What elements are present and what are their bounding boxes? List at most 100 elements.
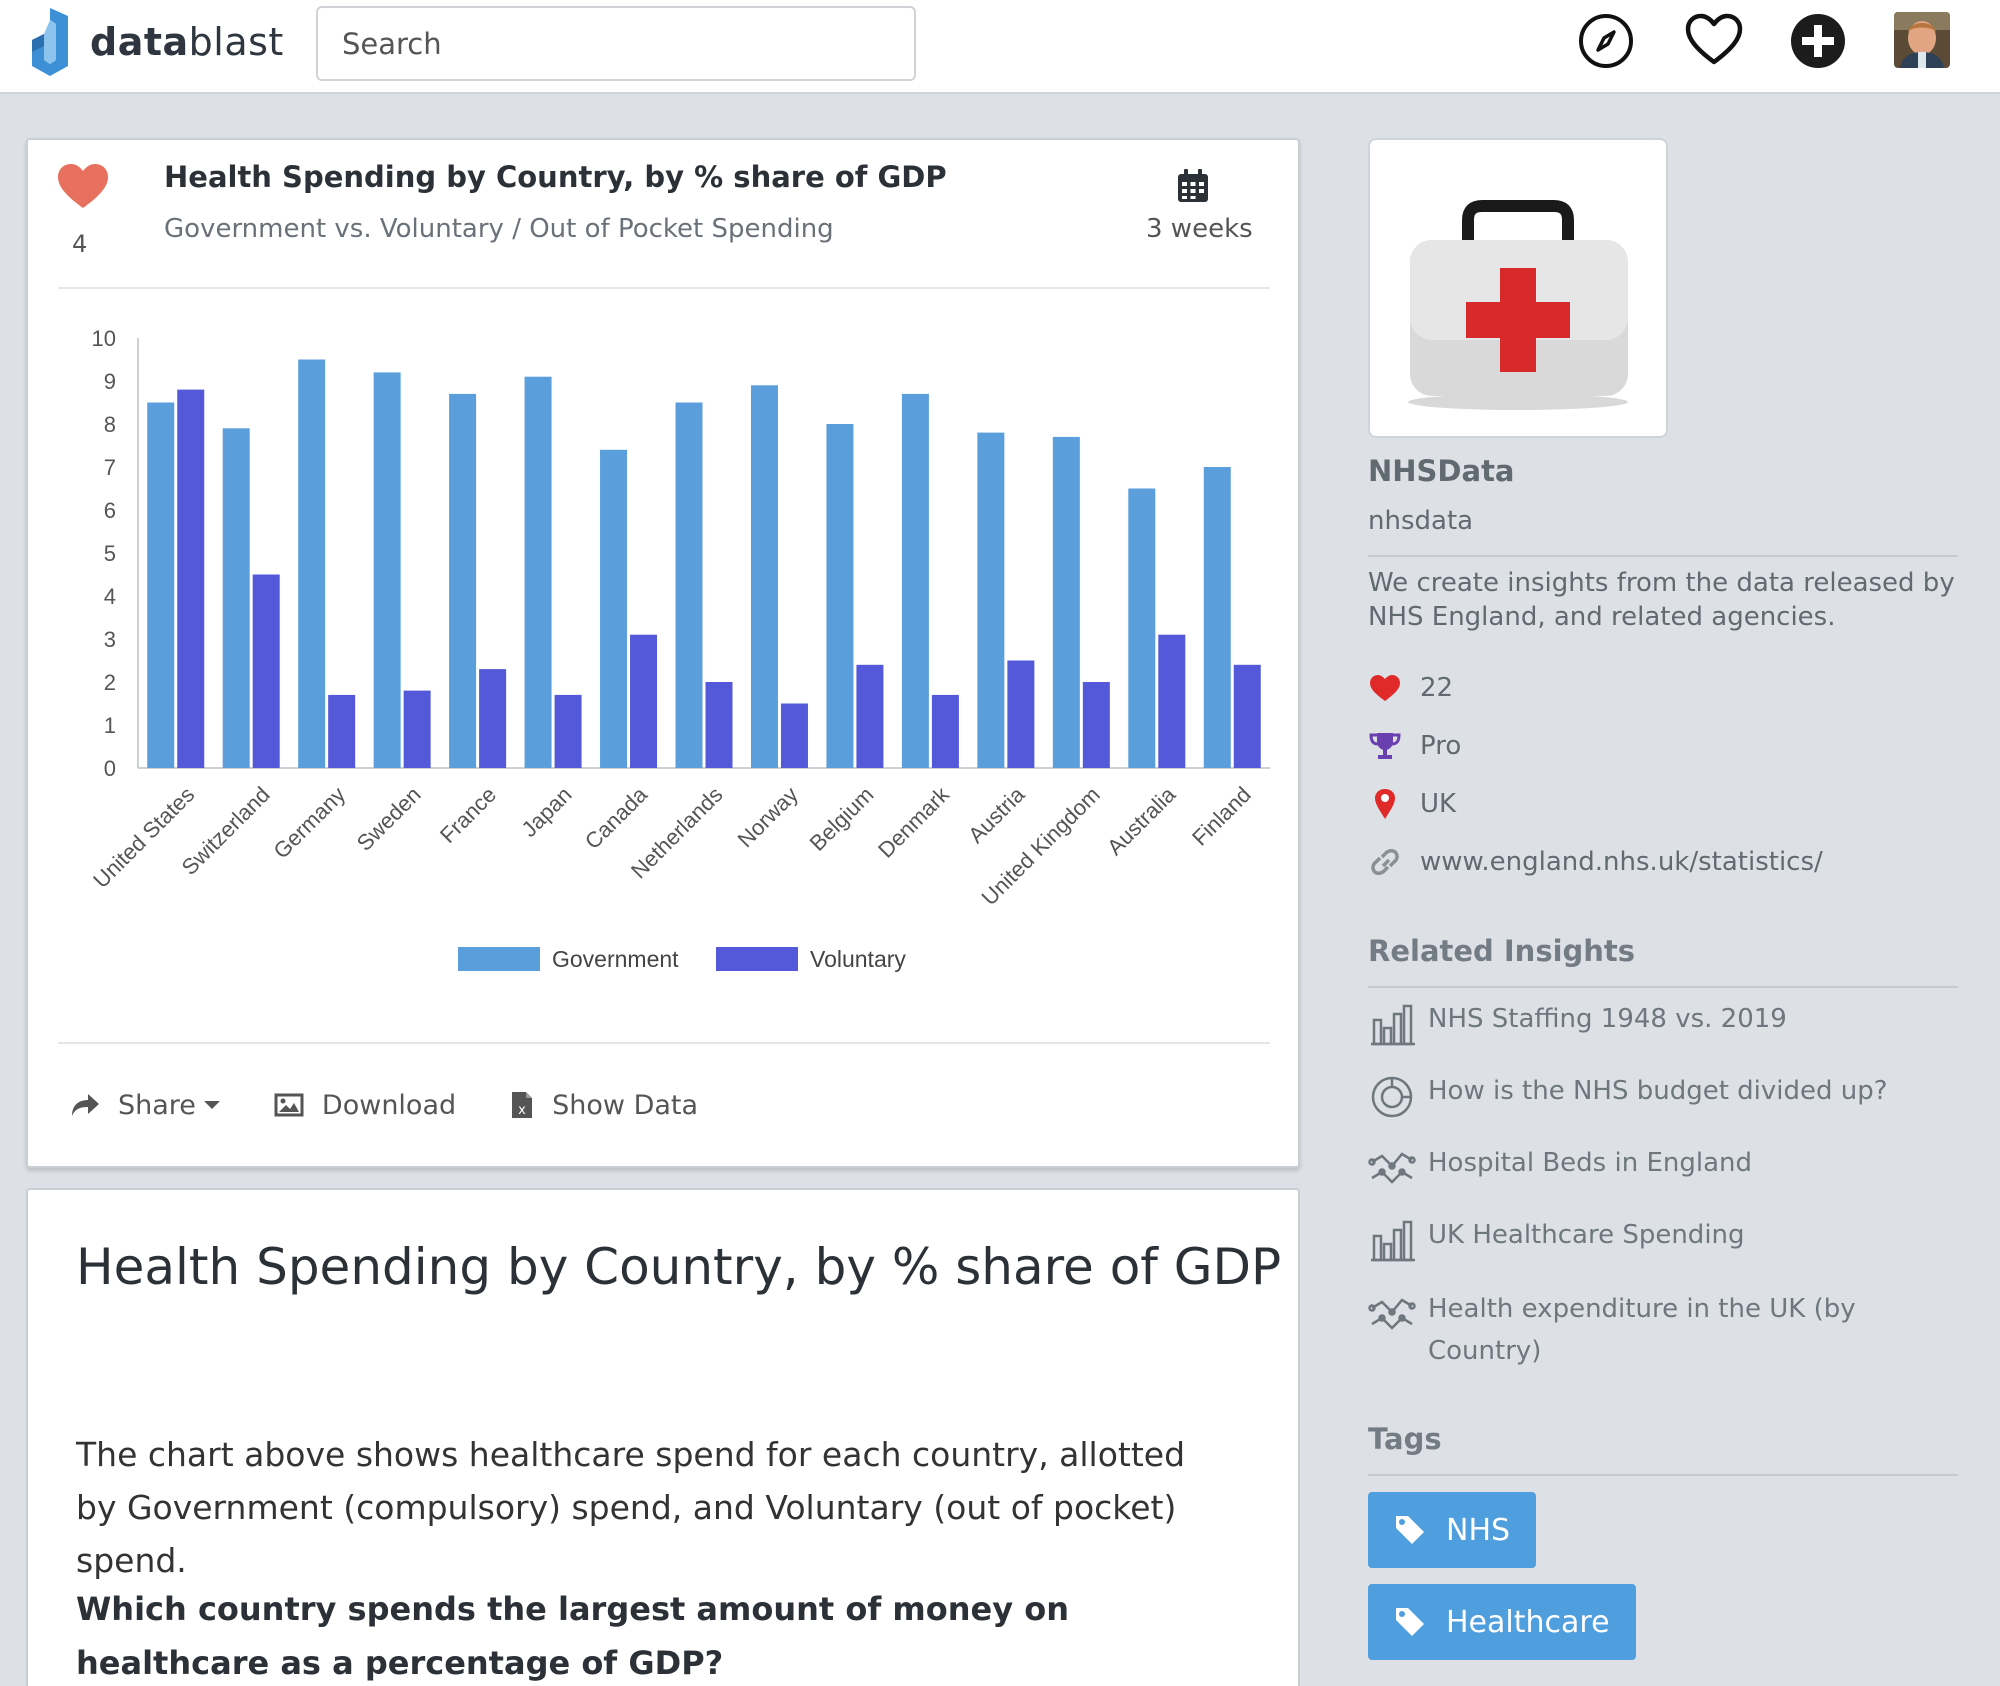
y-tick-label: 8	[104, 412, 116, 437]
caret-down-icon	[203, 1101, 220, 1109]
profile-website[interactable]: www.england.nhs.uk/statistics/	[1368, 842, 1823, 882]
bar-voluntary	[705, 682, 733, 768]
heart-icon[interactable]	[1685, 12, 1743, 70]
bar-voluntary	[1007, 660, 1035, 768]
datablast-logo-icon[interactable]	[24, 6, 76, 78]
bar-voluntary	[780, 703, 808, 768]
show-data-button[interactable]: x Show Data	[510, 1090, 698, 1121]
x-tick-label: Austria	[963, 781, 1030, 848]
bar-voluntary	[328, 694, 356, 768]
related-item[interactable]: Health expenditure in the UK (by Country…	[1368, 1288, 1868, 1372]
bar-government	[675, 402, 703, 768]
calendar-icon	[1178, 169, 1208, 202]
related-item[interactable]: UK Healthcare Spending	[1368, 1214, 1745, 1264]
y-tick-label: 9	[104, 369, 116, 394]
brand-prefix: data	[90, 20, 189, 64]
x-tick-label: Canada	[580, 781, 653, 854]
related-item-label: How is the NHS budget divided up?	[1428, 1076, 1888, 1106]
y-tick-label: 3	[104, 627, 116, 652]
bar-government	[449, 393, 477, 768]
bar-chart-icon	[1371, 1220, 1415, 1262]
bar-government	[977, 432, 1005, 768]
top-navbar: datablast	[0, 0, 2000, 94]
y-tick-label: 1	[104, 713, 116, 738]
y-tick-label: 2	[104, 670, 116, 695]
share-button[interactable]: Share	[70, 1090, 220, 1121]
bar-government	[1128, 488, 1156, 768]
brand-name[interactable]: datablast	[90, 20, 284, 64]
x-tick-label: Norway	[733, 782, 803, 852]
bar-voluntary	[1233, 664, 1261, 768]
tag-healthcare[interactable]: Healthcare	[1368, 1584, 1636, 1660]
profile-handle: nhsdata	[1368, 506, 1474, 536]
search-input[interactable]	[316, 6, 916, 81]
divider	[1368, 555, 1958, 557]
related-item[interactable]: NHS Staffing 1948 vs. 2019	[1368, 998, 1787, 1048]
download-label: Download	[321, 1089, 457, 1121]
legend-swatch-voluntary	[716, 947, 798, 971]
like-heart-icon[interactable]	[56, 162, 110, 210]
profile-location: UK	[1368, 784, 1456, 824]
bar-voluntary	[177, 389, 205, 768]
compass-icon[interactable]	[1577, 12, 1635, 70]
bar-government	[222, 428, 250, 768]
bar-voluntary	[554, 694, 582, 768]
y-tick-label: 5	[104, 541, 116, 566]
bar-government	[901, 393, 929, 768]
bar-government	[750, 385, 778, 768]
bar-voluntary	[1158, 634, 1186, 768]
link-icon	[1371, 849, 1399, 875]
share-label: Share	[118, 1089, 196, 1121]
plus-circle-icon[interactable]	[1789, 12, 1847, 70]
related-item[interactable]: Hospital Beds in England	[1368, 1142, 1752, 1192]
bar-government	[1203, 467, 1231, 768]
avatar[interactable]	[1894, 12, 1950, 68]
y-tick-label: 10	[92, 326, 116, 351]
brand-suffix: blast	[188, 20, 284, 64]
x-tick-label: Japan	[517, 782, 577, 842]
description-title: Health Spending by Country, by % share o…	[76, 1238, 1282, 1296]
x-tick-label: France	[435, 782, 501, 848]
profile-website-link[interactable]: www.england.nhs.uk/statistics/	[1420, 847, 1823, 877]
insight-subtitle: Government vs. Voluntary / Out of Pocket…	[164, 214, 834, 244]
y-tick-label: 0	[104, 756, 116, 781]
y-tick-label: 7	[104, 455, 116, 480]
insight-actions: Share Download x Show Data	[70, 1080, 752, 1130]
bar-voluntary	[630, 634, 658, 768]
profile-likes-count: 22	[1420, 673, 1454, 703]
bar-voluntary	[403, 690, 431, 768]
x-tick-label: Belgium	[805, 782, 879, 856]
profile-image[interactable]	[1368, 138, 1668, 438]
related-item-label: NHS Staffing 1948 vs. 2019	[1428, 1004, 1787, 1034]
image-icon	[274, 1093, 304, 1117]
y-tick-label: 4	[104, 584, 116, 609]
pie-chart-icon	[1371, 1076, 1413, 1118]
profile-likes: 22	[1368, 668, 1453, 708]
profile-bio: We create insights from the data release…	[1368, 568, 1955, 632]
related-item[interactable]: How is the NHS budget divided up?	[1368, 1070, 1888, 1120]
related-item-label: UK Healthcare Spending	[1428, 1220, 1745, 1250]
download-button[interactable]: Download	[274, 1090, 456, 1121]
x-tick-label: Germany	[269, 782, 351, 864]
tag-label: NHS	[1446, 1512, 1511, 1548]
bar-government	[524, 376, 552, 768]
insight-title[interactable]: Health Spending by Country, by % share o…	[164, 160, 947, 194]
related-item-label: Health expenditure in the UK (by Country…	[1428, 1294, 1856, 1366]
x-tick-label: Denmark	[873, 781, 954, 862]
bar-government	[1052, 436, 1080, 768]
description-text: The chart above shows healthcare spend f…	[76, 1435, 1186, 1580]
profile-name[interactable]: NHSData	[1368, 454, 1515, 488]
related-insights-heading: Related Insights	[1368, 934, 1636, 968]
description-card: Health Spending by Country, by % share o…	[26, 1188, 1300, 1686]
svg-text:x: x	[518, 1103, 526, 1118]
divider	[58, 287, 1270, 289]
tags-heading: Tags	[1368, 1422, 1442, 1456]
heart-icon	[1370, 675, 1400, 701]
bar-chart-icon	[1371, 1004, 1415, 1046]
show-data-label: Show Data	[552, 1089, 699, 1121]
tag-icon	[1396, 1516, 1424, 1544]
tag-nhs[interactable]: NHS	[1368, 1492, 1537, 1568]
tag-label: Healthcare	[1446, 1604, 1610, 1640]
related-item-label: Hospital Beds in England	[1428, 1148, 1753, 1178]
